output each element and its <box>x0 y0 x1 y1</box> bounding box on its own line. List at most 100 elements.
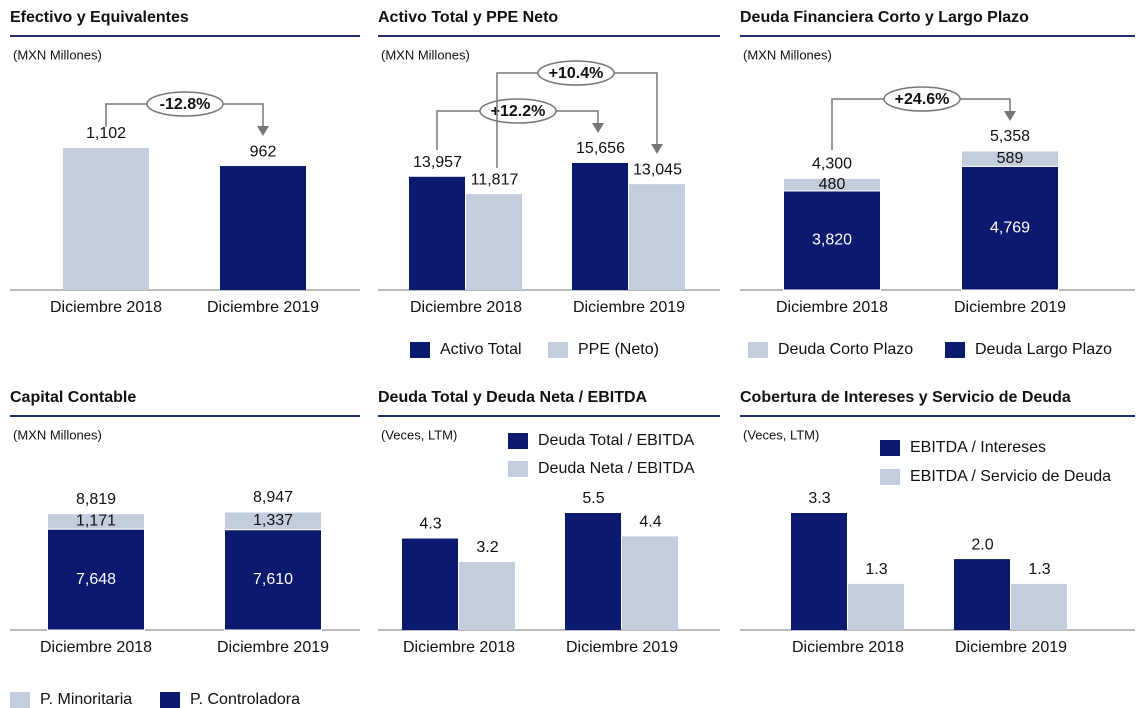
bar-segment <box>47 528 145 631</box>
bar <box>220 166 306 290</box>
legend-swatch <box>880 469 900 485</box>
annotation-label: +24.6% <box>895 91 950 108</box>
legend-label: EBITDA / Intereses <box>910 439 1046 456</box>
value-label: 13,957 <box>413 154 462 171</box>
total-label: 8,819 <box>76 491 116 508</box>
bar-segment <box>783 177 881 192</box>
legend-swatch <box>508 461 528 477</box>
x-tick-label: Diciembre 2018 <box>403 639 515 656</box>
chart-title: Deuda Financiera Corto y Largo Plazo <box>740 9 1029 26</box>
x-tick-label: Diciembre 2018 <box>410 299 522 316</box>
total-label: 8,947 <box>253 489 293 506</box>
annotation-badge <box>537 60 615 86</box>
value-label: 7,610 <box>253 571 293 588</box>
bar <box>565 513 621 630</box>
bar <box>572 163 628 290</box>
value-label: 3.3 <box>808 490 830 507</box>
annotation-label: +10.4% <box>549 65 604 82</box>
bar-segment <box>961 165 1059 291</box>
value-label: 1,337 <box>253 512 293 529</box>
value-label: 589 <box>997 150 1024 167</box>
chart-title: Efectivo y Equivalentes <box>10 9 189 26</box>
x-tick-label: Diciembre 2019 <box>207 299 319 316</box>
legend-label: Deuda Neta / EBITDA <box>538 460 695 477</box>
value-label: 11,817 <box>471 171 519 188</box>
annotation-badge <box>883 86 961 112</box>
bar <box>409 176 465 290</box>
legend-label: Deuda Total / EBITDA <box>538 432 695 449</box>
legend-swatch <box>880 440 900 456</box>
value-label: 4.3 <box>419 516 441 533</box>
legend-label: Deuda Corto Plazo <box>778 341 913 358</box>
x-tick-label: Diciembre 2018 <box>776 299 888 316</box>
subtitle: (MXN Millones) <box>381 47 470 62</box>
bar <box>848 583 904 630</box>
value-label: 1.3 <box>1028 561 1050 578</box>
bar-segment <box>224 529 322 631</box>
bar-segment <box>961 150 1059 167</box>
subtitle: (MXN Millones) <box>743 47 832 62</box>
value-label: 1,171 <box>76 513 116 530</box>
value-label: 5.5 <box>582 490 604 507</box>
x-tick-label: Diciembre 2019 <box>573 299 685 316</box>
annotation-arrow <box>257 126 269 136</box>
value-label: 4.4 <box>639 514 661 531</box>
legend-label: PPE (Neto) <box>578 341 659 358</box>
bar-segment <box>47 513 145 530</box>
annotation-arrow <box>651 144 663 154</box>
subtitle: (Veces, LTM) <box>381 427 457 442</box>
chart-title: Capital Contable <box>10 389 136 406</box>
bar <box>63 148 149 290</box>
value-label: 7,648 <box>76 571 116 588</box>
legend-swatch <box>548 342 568 358</box>
bar <box>791 513 847 630</box>
subtitle: (MXN Millones) <box>13 427 102 442</box>
x-tick-label: Diciembre 2018 <box>792 639 904 656</box>
bar <box>1011 583 1067 630</box>
legend-label: P. Minoritaria <box>40 691 132 708</box>
x-tick-label: Diciembre 2018 <box>40 639 152 656</box>
annotation-badge <box>146 91 224 117</box>
value-label: 962 <box>250 143 277 160</box>
legend-label: EBITDA / Servicio de Deuda <box>910 468 1111 485</box>
bar <box>622 536 678 630</box>
legend-swatch <box>748 342 768 358</box>
subtitle: (MXN Millones) <box>13 47 102 62</box>
value-label: 1.3 <box>865 561 887 578</box>
value-label: 1,102 <box>86 125 126 142</box>
value-label: 2.0 <box>971 536 993 553</box>
annotation-label: +12.2% <box>491 103 546 120</box>
legend-label: P. Controladora <box>190 691 300 708</box>
legend-swatch <box>945 342 965 358</box>
annotation-badge <box>479 98 557 124</box>
legend-swatch <box>410 342 430 358</box>
legend-swatch <box>10 692 30 708</box>
bar <box>402 538 458 630</box>
subtitle: (Veces, LTM) <box>743 427 819 442</box>
value-label: 4,769 <box>990 219 1030 236</box>
value-label: 15,656 <box>576 140 625 157</box>
chart-title: Cobertura de Intereses y Servicio de Deu… <box>740 389 1071 406</box>
bar <box>459 561 515 630</box>
chart-title: Activo Total y PPE Neto <box>378 9 558 26</box>
value-label: 13,045 <box>633 161 682 178</box>
bar <box>466 194 522 290</box>
legend-label: Deuda Largo Plazo <box>975 341 1112 358</box>
legend-swatch <box>160 692 180 708</box>
x-tick-label: Diciembre 2019 <box>954 299 1066 316</box>
annotation-label: -12.8% <box>160 96 211 113</box>
value-label: 3.2 <box>476 539 498 556</box>
legend-swatch <box>508 433 528 449</box>
total-label: 5,358 <box>990 128 1030 145</box>
x-tick-label: Diciembre 2018 <box>50 299 162 316</box>
bar <box>954 559 1010 630</box>
x-tick-label: Diciembre 2019 <box>217 639 329 656</box>
annotation-arrow <box>1004 111 1016 121</box>
value-label: 480 <box>819 176 846 193</box>
total-label: 4,300 <box>812 156 852 173</box>
annotation-arrow <box>592 123 604 133</box>
chart-title: Deuda Total y Deuda Neta / EBITDA <box>378 389 648 406</box>
bar-segment <box>224 511 322 531</box>
x-tick-label: Diciembre 2019 <box>955 639 1067 656</box>
